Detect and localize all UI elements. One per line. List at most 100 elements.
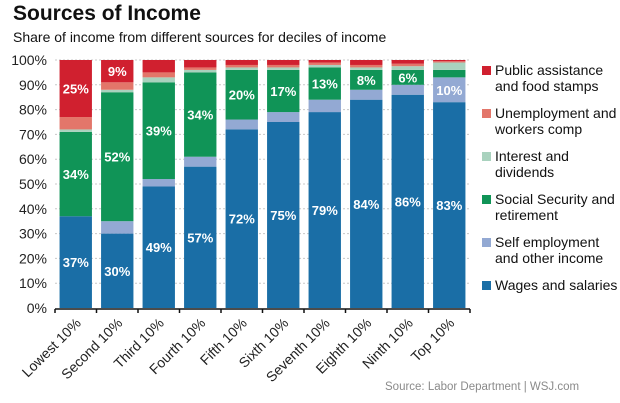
bar-segment: [267, 67, 300, 70]
bar-segment: [184, 69, 217, 73]
legend-swatch: [482, 66, 491, 75]
data-label: 86%: [395, 194, 421, 209]
data-label: 9%: [108, 64, 127, 79]
bar-segment: [184, 72, 217, 157]
bar-segment: [391, 66, 424, 70]
bar-segment: [184, 60, 217, 68]
bar-segment: [101, 233, 134, 308]
data-label: 52%: [104, 150, 130, 165]
bar-segment: [350, 89, 383, 100]
bar-segment: [308, 64, 341, 68]
bar-segment: [225, 67, 258, 70]
legend-swatch: [482, 152, 491, 161]
data-label: 8%: [357, 73, 376, 88]
legend-label: Social Security and retirement: [495, 191, 615, 223]
data-label: 34%: [63, 167, 89, 182]
bar-segment: [433, 77, 466, 103]
bar-segment: [433, 102, 466, 308]
bar-segment: [225, 129, 258, 308]
bar-segment: [59, 60, 92, 118]
y-tick-label: 60%: [19, 151, 47, 167]
bar-segment: [225, 64, 258, 68]
bar-segment: [225, 69, 258, 120]
bar-segment: [267, 60, 300, 65]
bar-segment: [184, 67, 217, 70]
bar-segment: [391, 69, 424, 85]
bar-segment: [59, 216, 92, 308]
y-tick-label: 90%: [19, 77, 47, 93]
data-label: 25%: [63, 82, 89, 97]
legend-item-social-security: Social Security and retirement: [480, 191, 620, 223]
bar-segment: [184, 156, 217, 167]
bar-segment: [184, 166, 217, 308]
data-label: 13%: [312, 77, 338, 92]
data-label: 30%: [104, 264, 130, 279]
bar-segment: [391, 60, 424, 64]
bar-segment: [350, 69, 383, 90]
legend-item-unemployment: Unemployment and workers comp: [480, 105, 620, 137]
bar-segment: [225, 119, 258, 130]
y-tick-label: 20%: [19, 250, 47, 266]
legend-swatch: [482, 238, 491, 247]
bar-segment: [391, 94, 424, 308]
legend-item-public-assistance: Public assistance and food stamps: [480, 62, 620, 94]
data-label: 79%: [312, 203, 338, 218]
bar-segment: [433, 62, 466, 70]
bar-segment: [350, 99, 383, 309]
bar-segment: [142, 186, 175, 308]
chart-title: Sources of Income: [13, 2, 201, 25]
data-label: 17%: [270, 84, 296, 99]
y-tick-label: 70%: [19, 126, 47, 142]
bar-segment: [142, 179, 175, 187]
bar-segment: [267, 69, 300, 113]
data-label: 6%: [398, 70, 417, 85]
y-tick-label: 100%: [11, 52, 47, 68]
bar-segment: [267, 112, 300, 122]
bar-segment: [142, 82, 175, 180]
legend: Public assistance and food stamps Unempl…: [480, 62, 620, 304]
y-tick-label: 0%: [27, 300, 47, 316]
bar-segment: [350, 64, 383, 68]
bar-segment: [101, 60, 134, 83]
bar-segment: [267, 64, 300, 68]
bar-segment: [59, 117, 92, 130]
source-note: Source: Labor Department | WSJ.com: [385, 381, 580, 393]
bar-segment: [433, 69, 466, 78]
data-label: 72%: [229, 212, 255, 227]
legend-label: Interest and dividends: [495, 148, 569, 180]
bar-segment: [267, 122, 300, 308]
bar-segment: [433, 60, 466, 62]
x-tick-label: Top 10%: [408, 315, 458, 365]
bar-segment: [101, 221, 134, 234]
legend-label: Unemployment and workers comp: [495, 105, 617, 137]
legend-label: Wages and salaries: [495, 277, 618, 293]
bar-segment: [391, 84, 424, 95]
y-tick-label: 30%: [19, 226, 47, 242]
bar-segment: [101, 89, 134, 93]
bar-segment: [308, 60, 341, 63]
legend-swatch: [482, 195, 491, 204]
bar-segment: [308, 112, 341, 308]
y-tick-label: 10%: [19, 275, 47, 291]
bar-segment: [142, 72, 175, 78]
legend-item-self-employment: Self employment and other income: [480, 234, 620, 266]
bar-segment: [59, 129, 92, 132]
data-label: 37%: [63, 255, 89, 270]
bar-segment: [225, 60, 258, 65]
data-label: 83%: [436, 198, 462, 213]
data-label: 34%: [187, 108, 213, 123]
chart-subtitle: Share of income from different sources f…: [13, 29, 387, 45]
data-label: 84%: [353, 197, 379, 212]
bar-segment: [308, 62, 341, 65]
legend-item-wages: Wages and salaries: [480, 277, 620, 293]
y-tick-label: 40%: [19, 201, 47, 217]
data-label: 20%: [229, 88, 255, 103]
data-label: 39%: [146, 124, 172, 139]
bar-segment: [142, 77, 175, 83]
data-label: 75%: [270, 208, 296, 223]
y-tick-label: 80%: [19, 102, 47, 118]
legend-label: Self employment and other income: [495, 234, 604, 266]
bar-segment: [59, 131, 92, 217]
data-label: 49%: [146, 240, 172, 255]
